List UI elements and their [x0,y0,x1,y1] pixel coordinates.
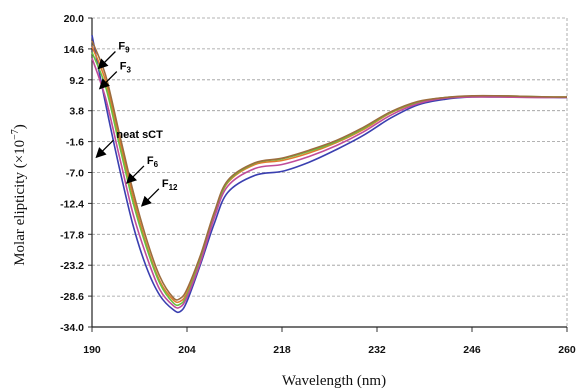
x-tick-label: 246 [463,344,481,356]
x-tick-label: 218 [273,344,291,356]
annotation-arrow [126,165,145,184]
x-tick-label: 260 [558,344,576,356]
y-tick-label: -1.6 [66,137,84,149]
annotation-subscript: 12 [169,183,178,192]
x-tick-label: 204 [178,344,196,356]
x-tick-label: 232 [368,344,386,356]
annotation-main: F [120,61,127,73]
series-line [91,46,567,304]
x-tick-label: 190 [83,344,101,356]
y-tick-label: -12.4 [60,198,84,210]
y-tick-label: 9.2 [69,75,84,87]
series-line [91,40,568,301]
y-tick-label: -23.2 [60,260,84,272]
data-series [91,35,568,314]
series-line [91,35,568,314]
y-tick-label: 14.6 [64,44,85,56]
axes [88,17,568,332]
grid-lines [92,17,568,328]
annotation-label: F6 [147,155,159,169]
annotation-arrow [140,188,160,207]
series-line [91,57,567,309]
tick-labels: 20.0 14.6 9.2 3.8 -1.6 -7.0 -12.4 -17.8 -23.2 -28… [60,13,576,356]
y-tick-label: -34.0 [60,322,84,334]
annotation-subscript: 6 [154,160,159,169]
annotation-label: F9 [118,41,130,55]
annotation-main: F [147,155,154,167]
annotation-main: F [118,41,125,53]
annotation-arrow [98,71,118,90]
annotation-subscript: 3 [127,66,132,75]
annotation-main: F [162,178,169,190]
annotation-subscript: 9 [125,46,130,55]
y-tick-label: 3.8 [69,106,84,118]
y-tick-label: -28.6 [60,291,84,303]
y-axis-title: Molar elipticity (×10−7) [10,124,28,266]
annotation-label: neat sCT [116,129,163,141]
y-tick-label: 20.0 [64,13,85,25]
x-axis-title: Wavelength (nm) [282,373,386,389]
annotation-arrow [95,139,114,159]
annotation-label: F3 [120,61,132,75]
y-tick-label: -17.8 [60,229,84,241]
annotation-label: F12 [162,178,178,192]
y-tick-label: -7.0 [66,168,84,180]
annotation-arrow [97,51,116,70]
annotation-main: neat sCT [116,129,163,141]
